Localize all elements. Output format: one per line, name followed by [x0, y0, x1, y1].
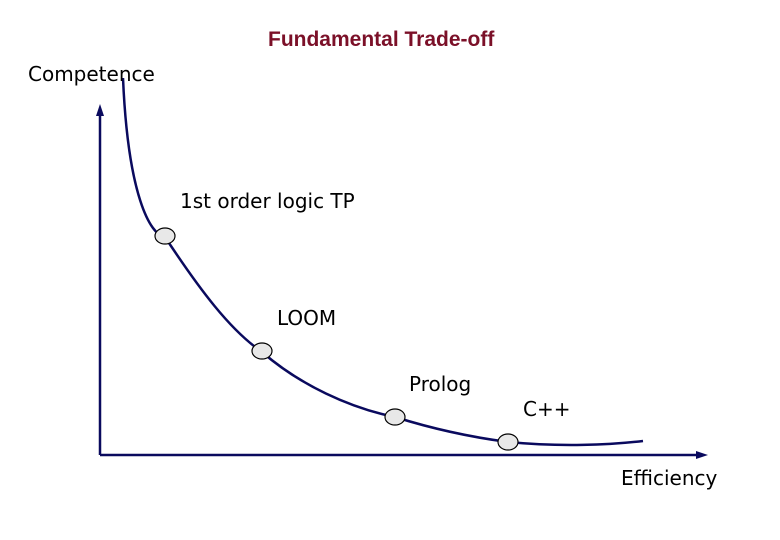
point-marker-prolog [384, 408, 406, 426]
point-marker-first-order-logic [154, 227, 176, 245]
x-axis-label: Efficiency [621, 466, 718, 490]
point-marker-cpp [497, 433, 519, 451]
y-axis-label: Competence [28, 62, 155, 86]
y-axis-arrowhead [96, 104, 104, 116]
tradeoff-curve [121, 77, 644, 447]
point-label-loom: LOOM [277, 306, 337, 330]
point-label-prolog: Prolog [409, 372, 472, 396]
point-label-cpp: C++ [523, 397, 571, 421]
x-axis-arrowhead [696, 451, 708, 459]
diagram-title: Fundamental Trade-off [268, 28, 495, 51]
point-label-first-order-logic: 1st order logic TP [180, 189, 355, 213]
point-marker-loom [251, 342, 273, 360]
